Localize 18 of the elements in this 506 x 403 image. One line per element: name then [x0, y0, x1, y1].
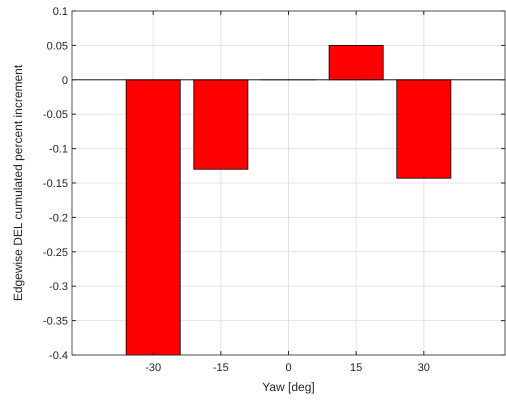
y-tick-label: -0.35	[42, 316, 68, 328]
x-tick-label: 0	[285, 362, 292, 374]
x-tick-label: 30	[418, 362, 430, 374]
y-tick-label: -0.4	[49, 350, 68, 362]
y-tick-label: -0.05	[42, 109, 68, 122]
y-tick-label: -0.25	[42, 246, 68, 259]
y-tick-label: 0.1	[52, 6, 68, 18]
y-tick-label: -0.1	[49, 144, 68, 156]
y-tick-label: 0	[62, 74, 68, 87]
y-tick-label: 0.05	[46, 40, 68, 52]
y-tick-label: -0.3	[49, 281, 68, 294]
y-tick-label: -0.2	[49, 212, 68, 224]
x-tick-label: -15	[212, 362, 229, 374]
x-tick-label: -30	[145, 362, 162, 374]
x-tick-label: 15	[350, 362, 362, 374]
y-tick-label: -0.15	[42, 178, 68, 190]
x-axis-title: Yaw [deg]	[262, 380, 315, 394]
y-axis-title: Edgewise DEL cumulated percent increment	[11, 64, 25, 302]
